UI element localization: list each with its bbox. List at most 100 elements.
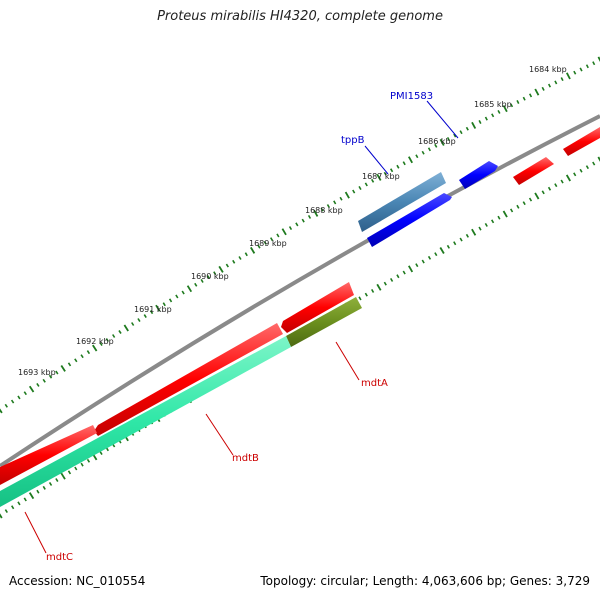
tick-mark [333,200,337,205]
tick-mark [465,126,469,131]
tick-mark [471,121,477,129]
tick-mark [510,208,514,213]
tick-mark [238,256,242,260]
tick-mark [573,172,577,177]
tick-mark [48,481,53,486]
tick-mark [592,161,596,166]
tick-mark [105,338,109,342]
tick-mark [471,228,477,236]
tick-mark [80,354,84,359]
tick-mark [11,505,15,510]
gene-mdtB-arrow[interactable] [94,323,283,436]
tick-mark [60,365,66,372]
tick-mark [55,478,59,483]
gene-label-mdtC[interactable]: mdtC [46,552,73,563]
tick-mark [263,240,267,245]
gene-label-tppB[interactable]: tppB [341,135,365,146]
tick-mark [301,218,305,223]
tick-mark [573,70,577,75]
tick-mark [55,370,59,375]
tick-mark [534,88,540,96]
tick-mark [528,197,533,202]
tick-mark [320,207,324,212]
kbp-label: 1690 kbp [191,272,229,281]
gene-label-mdtB[interactable]: mdtB [232,453,259,464]
tick-mark [143,314,147,319]
genome-backbone [0,114,600,468]
tick-mark [295,222,299,227]
tick-mark [326,204,330,209]
tick-mark [155,304,161,312]
tick-mark [390,168,394,173]
kbp-label: 1691 kbp [134,305,172,314]
gene-reverse-arrow[interactable] [513,157,554,185]
kbp-label-group: 1684 kbp 1685 kbp 1686 kbp 1687 kbp 1688… [18,65,567,377]
tick-mark [478,226,482,231]
tick-mark [137,318,141,323]
tick-mark [408,265,414,273]
tick-mark [597,156,600,162]
tick-mark [541,86,545,91]
tick-mark [402,161,406,166]
tick-mark [408,156,413,164]
tick-mark [42,485,46,490]
tick-mark [421,259,425,264]
tick-mark [86,458,91,463]
gene-mdtA-arrow[interactable] [281,282,354,333]
gene-mdtC-arrow[interactable] [0,425,97,485]
tick-mark [175,294,179,299]
tick-mark [339,196,343,201]
tick-mark [502,210,508,218]
tick-mark [585,64,589,69]
tick-mark [92,344,98,352]
map-title: Proteus mirabilis HI4320, complete genom… [157,9,443,24]
tick-mark [554,80,558,85]
tick-mark [439,247,445,254]
tick-mark [112,334,116,338]
tick-mark [554,183,558,188]
tick-mark [270,237,274,242]
tick-mark [484,222,488,227]
tick-mark [439,138,445,146]
tick-mark [352,189,356,194]
tick-mark [244,252,248,257]
tick-mark [131,322,135,326]
tick-mark [250,246,256,254]
outer-tick-ring [0,56,600,414]
gene-tppB-arrow[interactable] [358,172,446,232]
tick-mark [547,186,552,191]
tick-mark [194,282,198,287]
tick-mark [459,237,463,242]
gene-forward-arrow[interactable] [459,161,498,189]
gene-label-mdtA[interactable]: mdtA [361,378,388,389]
gene-PMI1583-arrow[interactable] [367,193,452,247]
tick-mark [585,165,589,170]
gene-mdtA-overlap[interactable] [286,297,362,347]
tick-mark [390,277,394,282]
kbp-label: 1688 kbp [305,206,343,215]
tick-mark [484,116,488,121]
tick-mark [74,358,78,363]
tick-mark [427,255,432,260]
tick-mark [162,302,166,307]
tick-mark [0,408,3,414]
gene-cds-band[interactable] [0,336,291,507]
tick-mark [10,399,15,404]
kbp-label: 1692 kbp [76,337,114,346]
tick-mark [383,281,387,286]
tick-mark [364,182,368,187]
tick-mark [206,275,211,280]
gene-reverse-arrow[interactable] [563,127,600,156]
leader-line-mdtA [335,341,360,381]
tick-mark [364,292,368,297]
tick-mark [118,330,122,334]
tick-mark [74,466,78,471]
tick-mark [421,150,425,155]
gene-label-PMI1583[interactable]: PMI1583 [390,91,433,102]
tick-mark [358,296,362,301]
tick-mark [48,374,53,379]
tick-mark [218,265,224,273]
tick-mark [509,103,514,108]
tick-mark [522,96,526,101]
